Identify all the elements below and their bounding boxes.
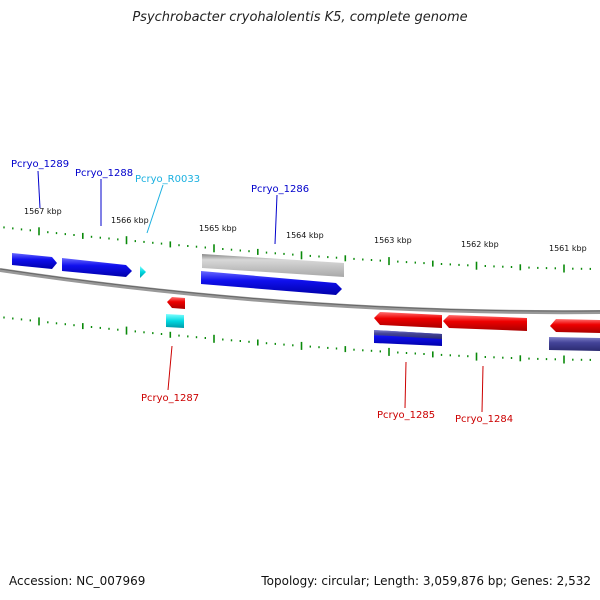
kbp-label: 1567 kbp <box>24 207 62 216</box>
gene-pcryo-r0033[interactable] <box>140 266 146 278</box>
kbp-label: 1562 kbp <box>461 240 499 249</box>
map-title: Psychrobacter cryohalolentis K5, complet… <box>132 10 468 25</box>
kbp-label: 1563 kbp <box>374 236 412 245</box>
accession-text: Accession: NC_007969 <box>9 574 146 588</box>
gene-pcryo-1289[interactable] <box>12 253 57 269</box>
gene-pcryo-1288[interactable] <box>62 258 132 277</box>
gene-pcryo-1284[interactable] <box>443 315 527 331</box>
gene-pcryo-1285-paired <box>374 330 442 346</box>
lower-tick-row <box>3 316 591 364</box>
genome-backbone <box>0 268 600 315</box>
gene-label-pcryo-1289[interactable]: Pcryo_1289 <box>11 159 69 170</box>
kbp-label: 1566 kbp <box>111 216 149 225</box>
kbp-label: 1565 kbp <box>199 224 237 233</box>
gene-label-pcryo-1288[interactable]: Pcryo_1288 <box>75 168 133 179</box>
gene-pcryo-1286[interactable] <box>201 271 342 295</box>
gene-label-pcryo-1285[interactable]: Pcryo_1285 <box>377 410 435 421</box>
gene-pcryo-1287-rna <box>166 314 184 328</box>
gene-right-slate <box>549 337 600 351</box>
gene-pcryo-1285[interactable] <box>374 312 442 328</box>
gene-label-pcryo-1287[interactable]: Pcryo_1287 <box>141 393 199 404</box>
upper-tick-row <box>3 226 591 273</box>
gene-label-pcryo-r0033[interactable]: Pcryo_R0033 <box>135 174 200 185</box>
topology-summary: Topology: circular; Length: 3,059,876 bp… <box>261 574 591 588</box>
gene-upper-gray <box>202 254 344 277</box>
gene-pcryo-1287[interactable] <box>167 297 185 309</box>
gene-label-pcryo-1284[interactable]: Pcryo_1284 <box>455 414 513 425</box>
kbp-label: 1561 kbp <box>549 244 587 253</box>
gene-right-red <box>550 319 600 333</box>
kbp-label: 1564 kbp <box>286 231 324 240</box>
kbp-scale: 1567 kbp 1566 kbp 1565 kbp 1564 kbp 1563… <box>24 207 587 253</box>
label-leaders <box>37 170 484 413</box>
gene-label-pcryo-1286[interactable]: Pcryo_1286 <box>251 184 309 195</box>
